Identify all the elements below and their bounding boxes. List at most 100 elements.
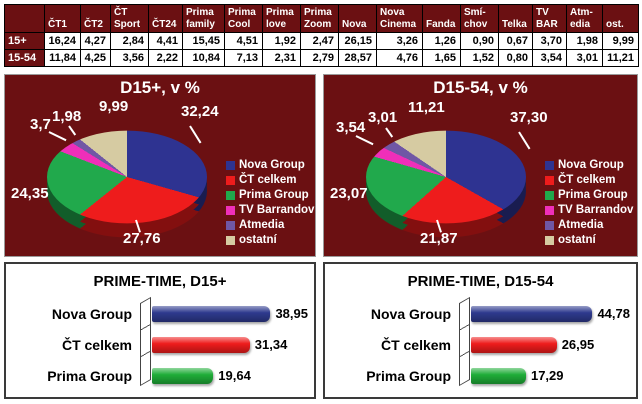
cell: 10,84	[182, 49, 225, 67]
axis-wall	[140, 296, 151, 387]
bar-prima-group	[152, 367, 214, 384]
category-label: ČT celkem	[61, 336, 132, 353]
bar-row: ČT celkem 26,95	[333, 336, 630, 353]
legend-swatch	[545, 220, 554, 230]
col-header: Nova Cinema	[376, 4, 423, 33]
legend-label: Atmedia	[558, 219, 604, 231]
category-label: Prima Group	[366, 367, 451, 384]
cell: 0,80	[498, 49, 533, 67]
bar-track: 17,29	[471, 367, 630, 384]
bar-value-label: 17,29	[530, 368, 564, 383]
bar-row: Prima Group 19,64	[14, 367, 308, 384]
slice-value-label: 37,30	[510, 109, 548, 126]
bar-row: ČT celkem 31,34	[14, 336, 308, 353]
legend-item: Nova Group	[545, 159, 633, 171]
legend-item: Atmedia	[545, 219, 633, 231]
bar-row: Nova Group 44,78	[333, 305, 630, 322]
col-header: ČT Sport	[110, 4, 149, 33]
cell: 1,98	[566, 32, 603, 50]
pie-face	[366, 130, 526, 224]
bar-value-label: 44,78	[597, 306, 630, 321]
legend-swatch	[545, 205, 554, 215]
legend-label: Prima Group	[239, 189, 309, 201]
bar-value-label: 19,64	[218, 368, 251, 383]
cell: 11,84	[44, 49, 81, 67]
slice-value-label: 23,07	[330, 185, 368, 202]
row-header: 15-54	[4, 49, 45, 67]
bar-prima-group	[471, 367, 526, 384]
col-header: Nova	[338, 4, 377, 33]
chart-title: PRIME-TIME, D15+	[93, 273, 227, 290]
legend-label: ostatní	[558, 234, 596, 246]
legend-swatch	[545, 160, 554, 170]
slice-value-label: 27,76	[123, 230, 161, 247]
plot-area: Nova Group 44,78 ČT celkem 26,95 Prima G…	[333, 296, 630, 391]
cell: 3,26	[376, 32, 423, 50]
col-header: Prima Zoom	[300, 4, 339, 33]
cell: 1,92	[262, 32, 301, 50]
slice-value-label: 32,24	[181, 103, 219, 120]
col-header: ČT2	[80, 4, 111, 33]
pie-chart-d15plus: D15+, v % 32,24 27,76 24,35 3,7 1,98 9,9…	[4, 74, 316, 257]
table-header-row: ČT1 ČT2 ČT Sport ČT24 Prima family Prima…	[4, 4, 639, 33]
legend-label: ČT celkem	[239, 174, 297, 186]
slice-value-label: 11,21	[408, 99, 445, 116]
legend-item: ČT celkem	[226, 174, 314, 186]
bar-track: 31,34	[152, 336, 308, 353]
table-row: 15+ 16,24 4,27 2,84 4,41 15,45 4,51 1,92…	[4, 32, 639, 50]
legend-swatch	[226, 235, 235, 245]
cell: 16,24	[44, 32, 81, 50]
legend-swatch	[226, 175, 235, 185]
legend-label: Prima Group	[558, 189, 628, 201]
bar-row: Nova Group 38,95	[14, 305, 308, 322]
col-header: Fanda	[422, 4, 461, 33]
legend-label: TV Barrandov	[558, 204, 634, 216]
cell: 3,01	[566, 49, 603, 67]
bar-nova-group	[152, 305, 271, 322]
cell: 2,47	[300, 32, 339, 50]
bar-chart-primetime-d15plus: PRIME-TIME, D15+ Nova Group 38,95 ČT cel…	[4, 262, 316, 399]
chart-title: PRIME-TIME, D15-54	[407, 273, 554, 290]
legend-item: ČT celkem	[545, 174, 633, 186]
bar-chart-primetime-d15-54: PRIME-TIME, D15-54 Nova Group 44,78 ČT c…	[323, 262, 638, 399]
cell: 11,21	[602, 49, 639, 67]
cell: 1,52	[460, 49, 499, 67]
col-header: ost.	[602, 4, 639, 33]
cell: 0,67	[498, 32, 533, 50]
col-header: Telka	[498, 4, 533, 33]
legend: Nova Group ČT celkem Prima Group TV Barr…	[545, 159, 633, 249]
cell: 4,25	[80, 49, 111, 67]
chart-title: D15-54, v %	[433, 78, 528, 97]
col-header: Prima Cool	[224, 4, 263, 33]
col-header: Prima family	[182, 4, 225, 33]
pie-3d	[47, 97, 207, 257]
corner-cell	[4, 4, 45, 33]
bar-track: 38,95	[152, 305, 308, 322]
legend-item: ostatní	[226, 234, 314, 246]
cell: 26,15	[338, 32, 377, 50]
axis-wall	[459, 296, 470, 387]
cell: 4,51	[224, 32, 263, 50]
cell: 9,99	[602, 32, 639, 50]
legend-label: ČT celkem	[558, 174, 616, 186]
table-row: 15-54 11,84 4,25 3,56 2,22 10,84 7,13 2,…	[4, 49, 639, 67]
category-label: Nova Group	[51, 305, 132, 322]
cell: 1,26	[422, 32, 461, 50]
legend-item: Prima Group	[545, 189, 633, 201]
legend-swatch	[226, 190, 235, 200]
cell: 4,76	[376, 49, 423, 67]
slice-value-label: 3,01	[368, 109, 398, 126]
cell: 0,90	[460, 32, 499, 50]
slice-value-label: 1,98	[52, 108, 82, 125]
legend-item: Prima Group	[226, 189, 314, 201]
legend-label: Atmedia	[239, 219, 285, 231]
cell: 3,56	[110, 49, 149, 67]
slice-value-label: 3,54	[336, 119, 366, 136]
legend-swatch	[545, 190, 554, 200]
slice-value-label: 3,7	[30, 116, 51, 133]
cell: 2,84	[110, 32, 149, 50]
legend-swatch	[226, 160, 235, 170]
pie-chart-d15-54: D15-54, v % 37,30 21,87 23,07 3,54 3,01 …	[323, 74, 638, 257]
bar-track: 19,64	[152, 367, 308, 384]
cell: 15,45	[182, 32, 225, 50]
